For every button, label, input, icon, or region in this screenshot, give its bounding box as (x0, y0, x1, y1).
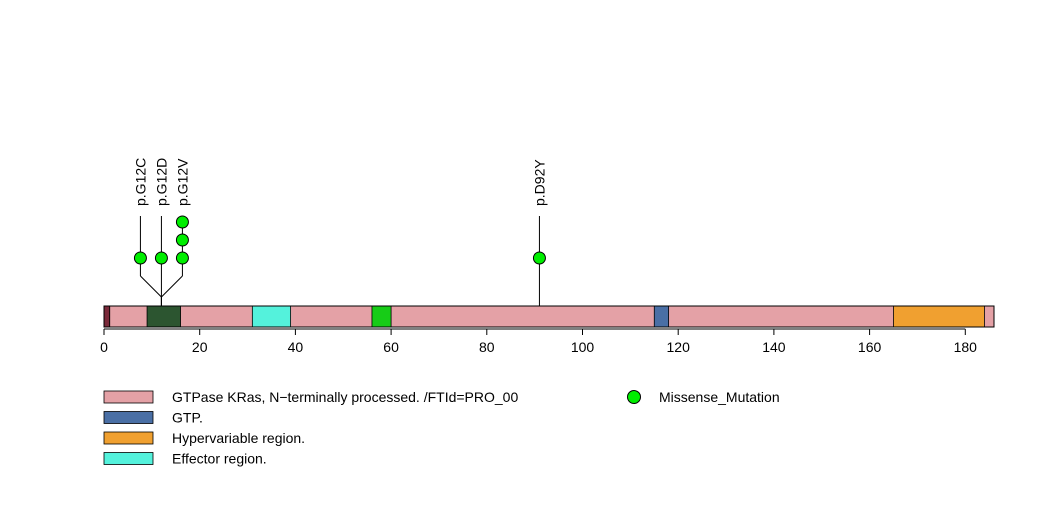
legend-label: GTPase KRas, N−terminally processed. /FT… (172, 389, 518, 405)
domain-hypervariable-region (893, 305, 985, 328)
x-tick-label: 180 (954, 339, 978, 355)
x-tick-label: 100 (571, 339, 595, 355)
mutation-connector (161, 275, 183, 298)
legend-label: Hypervariable region. (172, 430, 305, 446)
mutation-label: p.G12D (153, 158, 169, 206)
x-tick-label: 60 (383, 339, 399, 355)
mutation-label: p.G12V (174, 158, 190, 206)
x-tick-label: 140 (762, 339, 786, 355)
x-tick-label: 0 (100, 339, 108, 355)
legend-swatch (103, 431, 154, 445)
legend-label: Effector region. (172, 451, 267, 467)
x-tick-label: 40 (288, 339, 304, 355)
mutation-label: p.D92Y (531, 159, 547, 206)
domain-gtp-binding-green (371, 305, 392, 328)
mutation-dot (175, 215, 189, 229)
mutation-dot (175, 233, 189, 247)
mutation-dot (532, 251, 546, 265)
x-tick-label: 120 (667, 339, 691, 355)
domain-domain-a (103, 305, 111, 328)
legend-swatch (103, 411, 154, 424)
domain-gtp-binding-2 (653, 305, 670, 328)
domain-gtpase-chain (109, 305, 995, 328)
x-tick-label: 160 (858, 339, 882, 355)
legend-swatch (103, 390, 154, 404)
mutation-dot (175, 251, 189, 265)
mutation-label: p.G12C (132, 158, 148, 206)
legend-label: Missense_Mutation (659, 389, 780, 405)
domain-effector-region (251, 305, 292, 328)
x-tick-label: 80 (479, 339, 495, 355)
mutation-dot (154, 251, 168, 265)
domain-gtp-binding-1 (146, 305, 181, 328)
legend-dot (627, 390, 641, 404)
legend-label: GTP. (172, 410, 203, 426)
protein-backbone (103, 305, 995, 328)
legend-swatch (103, 452, 154, 465)
mutation-connector (140, 275, 162, 298)
x-tick-label: 20 (192, 339, 208, 355)
mutation-dot (133, 251, 147, 265)
